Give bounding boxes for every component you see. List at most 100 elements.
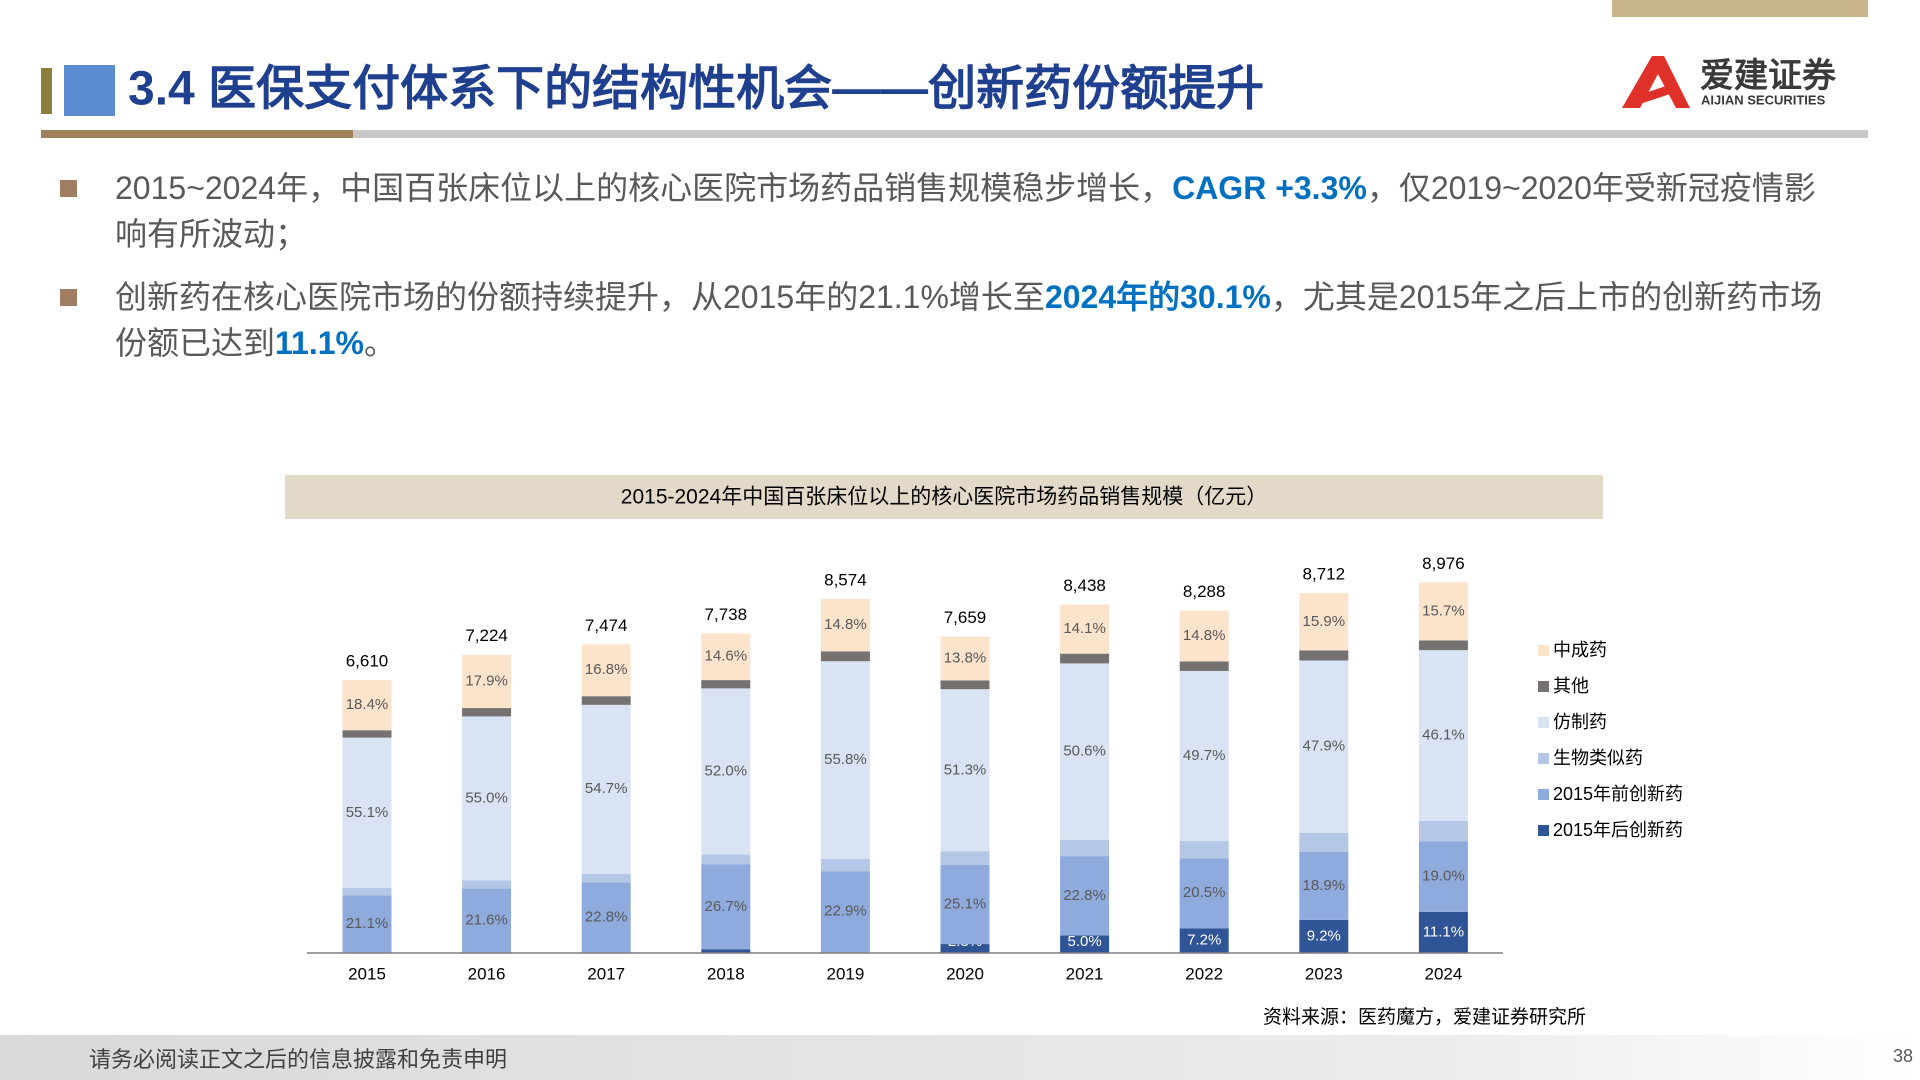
total-label: 6,610 bbox=[346, 651, 389, 670]
bar-segment bbox=[940, 636, 990, 681]
total-label: 8,288 bbox=[1183, 582, 1226, 601]
data-label: 26.7% bbox=[705, 898, 748, 915]
label-box bbox=[1419, 922, 1468, 943]
legend-label: 2015年后创新药 bbox=[1553, 820, 1683, 840]
x-tick-label: 2016 bbox=[468, 964, 506, 983]
data-label: 55.8% bbox=[824, 751, 867, 768]
chart: 0.0%21.1%55.1%18.4%6,61020150.0%21.6%55.… bbox=[307, 554, 1683, 983]
data-label: 55.0% bbox=[465, 789, 508, 806]
data-label: 15.7% bbox=[1422, 602, 1465, 619]
data-label: 21.6% bbox=[465, 912, 508, 929]
title-marker bbox=[41, 68, 52, 114]
total-label: 7,224 bbox=[465, 626, 508, 645]
data-label: 49.7% bbox=[1183, 747, 1226, 764]
total-label: 8,976 bbox=[1422, 554, 1465, 573]
bullet-text: ，仅2019~2020年受新冠疫情影响有所波动； bbox=[115, 170, 1816, 252]
bar-segment bbox=[820, 871, 870, 953]
bar-segment bbox=[342, 680, 392, 731]
x-tick-label: 2024 bbox=[1424, 964, 1462, 983]
bar-segment bbox=[1299, 660, 1349, 833]
source: 资料来源：医药魔方，爱建证券研究所 bbox=[1263, 1006, 1586, 1028]
bar-segment bbox=[1060, 653, 1110, 664]
bar-segment bbox=[581, 644, 631, 697]
data-label: 19.0% bbox=[1422, 868, 1465, 885]
top-accent bbox=[1612, 0, 1868, 17]
bar-segment bbox=[1179, 858, 1229, 929]
legend-swatch bbox=[1538, 789, 1549, 800]
legend-swatch bbox=[1538, 753, 1549, 764]
data-label: 18.9% bbox=[1303, 877, 1346, 894]
bar-segment bbox=[462, 708, 512, 717]
bar-segment bbox=[940, 689, 990, 852]
label-box bbox=[1180, 930, 1229, 951]
x-tick-label: 2021 bbox=[1066, 964, 1104, 983]
bar-segment bbox=[1060, 604, 1110, 654]
bar-segment bbox=[1060, 856, 1110, 936]
bar-segment bbox=[581, 704, 631, 874]
data-label: 21.1% bbox=[346, 915, 389, 932]
data-label: 16.8% bbox=[585, 661, 628, 678]
data-label: 14.6% bbox=[705, 648, 748, 665]
data-label: 7.2% bbox=[1187, 932, 1221, 949]
bar-segment bbox=[701, 854, 751, 865]
chart-title-band bbox=[285, 475, 1603, 519]
legend-swatch bbox=[1538, 825, 1549, 836]
data-label: 51.3% bbox=[944, 761, 987, 778]
data-label: 47.9% bbox=[1303, 738, 1346, 755]
bullet-text: 2015~2024年，中国百张床位以上的核心医院市场药品销售规模稳步增长， bbox=[115, 170, 1173, 206]
bar-segment bbox=[581, 696, 631, 705]
legend-label: 中成药 bbox=[1553, 640, 1607, 660]
bar-segment bbox=[940, 864, 990, 945]
bar-segment bbox=[462, 654, 512, 709]
data-label: 9.2% bbox=[1307, 927, 1341, 944]
bar-segment bbox=[1060, 839, 1110, 857]
total-label: 7,738 bbox=[705, 605, 748, 624]
bullet-marker bbox=[60, 289, 77, 306]
bar-segment bbox=[701, 864, 751, 950]
data-label: 54.7% bbox=[585, 780, 628, 797]
total-label: 7,474 bbox=[585, 616, 628, 635]
data-label: 14.8% bbox=[1183, 627, 1226, 644]
data-label: 22.9% bbox=[824, 903, 867, 920]
bar-segment bbox=[462, 880, 512, 889]
bar-segment bbox=[1418, 582, 1468, 641]
data-label: 50.6% bbox=[1063, 743, 1106, 760]
bar-segment bbox=[462, 888, 512, 953]
bar-segment bbox=[1179, 670, 1229, 842]
bar-segment bbox=[342, 895, 392, 953]
data-label: 15.9% bbox=[1303, 613, 1346, 630]
bullet-highlight: 2024年的30.1% bbox=[1044, 279, 1271, 315]
page-number: 38 bbox=[1893, 1046, 1913, 1066]
bar-segment bbox=[1418, 821, 1468, 842]
legend-swatch bbox=[1538, 681, 1549, 692]
bar-segment bbox=[1418, 640, 1468, 651]
data-label: 5.0% bbox=[1067, 933, 1101, 950]
bullet-text: 。 bbox=[363, 325, 396, 361]
data-label: 11.1% bbox=[1423, 923, 1464, 940]
label-box bbox=[1299, 926, 1348, 947]
total-label: 8,438 bbox=[1063, 576, 1106, 595]
data-label: 46.1% bbox=[1422, 727, 1465, 744]
bar-segment bbox=[940, 851, 990, 865]
bar-segment bbox=[701, 688, 751, 855]
bar-segment bbox=[342, 888, 392, 896]
bar-segment bbox=[1418, 841, 1468, 912]
logo-en: AIJIAN SECURITIES bbox=[1701, 92, 1826, 107]
bar-segment bbox=[701, 633, 751, 681]
logo-name: 爱建证券 bbox=[1700, 57, 1837, 95]
data-label: 55.1% bbox=[346, 804, 389, 821]
legend-label: 2015年前创新药 bbox=[1553, 784, 1683, 804]
legend-label: 其他 bbox=[1553, 676, 1589, 696]
x-tick-label: 2023 bbox=[1305, 964, 1343, 983]
total-label: 7,659 bbox=[944, 608, 987, 627]
bar-segment bbox=[940, 680, 990, 690]
bullet-text: ，尤其是2015年之后上市的创新药市场份额已达到 bbox=[115, 279, 1823, 361]
bar-segment bbox=[1060, 663, 1110, 840]
x-tick-label: 2015 bbox=[348, 964, 386, 983]
data-label: 22.8% bbox=[1063, 887, 1106, 904]
data-label: 14.1% bbox=[1063, 620, 1106, 637]
data-label: 18.4% bbox=[346, 696, 389, 713]
bar-segment bbox=[342, 730, 392, 738]
legend-swatch bbox=[1538, 645, 1549, 656]
bullet: 2015~2024年，中国百张床位以上的核心医院市场药品销售规模稳步增长，CAG… bbox=[115, 165, 1840, 257]
